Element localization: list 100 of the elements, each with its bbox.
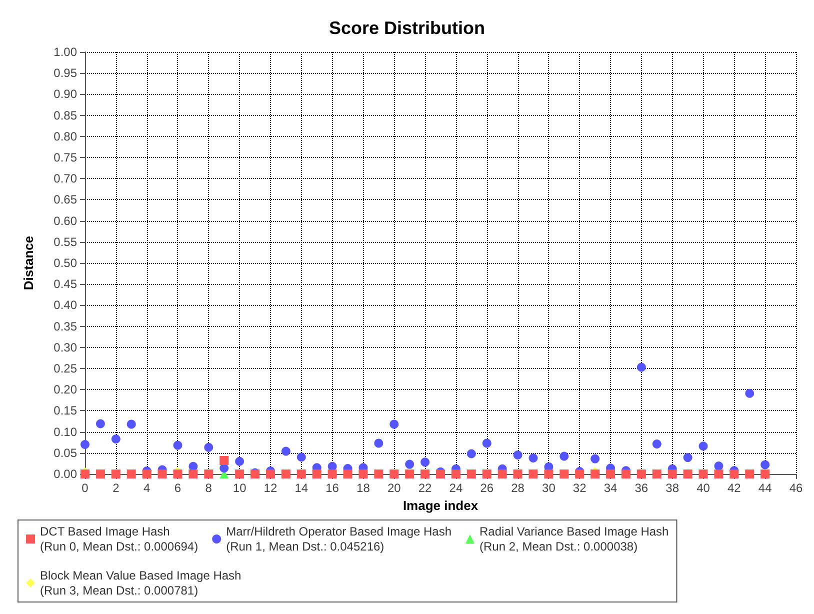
point <box>126 470 136 478</box>
x-tick-label: 10 <box>232 481 247 495</box>
x-tick-label: 24 <box>449 481 463 495</box>
point <box>111 434 120 444</box>
y-tick-label: 0.85 <box>54 108 78 122</box>
x-tick-label: 42 <box>727 481 742 495</box>
point <box>590 470 600 478</box>
point <box>390 420 399 429</box>
x-tick-label: 32 <box>572 481 587 495</box>
point <box>188 470 198 478</box>
x-tick-label: 38 <box>666 481 680 495</box>
x-tick-label: 40 <box>696 481 710 495</box>
y-tick-label: 0.45 <box>54 277 78 292</box>
x-tick-label: 20 <box>387 481 402 495</box>
x-axis-title: Image index <box>402 498 479 513</box>
point <box>420 470 430 478</box>
x-tick-label: 28 <box>511 481 525 495</box>
legend-label: DCT Based Image Hash (Run 0, Mean Dst.: 0.000694) <box>40 524 198 554</box>
y-tick-label: 0.95 <box>54 66 78 80</box>
x-tick-label: 34 <box>604 481 618 495</box>
point <box>560 470 569 478</box>
point <box>390 470 399 478</box>
x-tick-label: 22 <box>418 481 432 495</box>
point <box>111 470 120 478</box>
x-tick-label: 36 <box>634 481 648 495</box>
point <box>296 470 306 478</box>
point <box>606 470 616 478</box>
y-tick-label: 0.55 <box>54 234 78 249</box>
point <box>173 440 182 450</box>
point <box>760 460 770 470</box>
point <box>636 470 646 478</box>
point <box>220 456 229 465</box>
point <box>636 362 646 372</box>
point <box>281 446 290 456</box>
point <box>296 452 306 462</box>
point <box>358 470 368 478</box>
x-tick-label: 6 <box>174 481 182 495</box>
point <box>528 470 538 478</box>
point <box>80 440 90 449</box>
point <box>466 470 476 478</box>
point <box>420 458 430 467</box>
point <box>374 438 384 448</box>
point <box>714 470 724 478</box>
y-tick-label: 0.20 <box>54 382 78 397</box>
point <box>312 470 322 478</box>
point <box>498 470 507 478</box>
y-tick-label: 0.75 <box>54 150 78 164</box>
point <box>451 470 460 478</box>
y-tick-label: 0.30 <box>54 340 78 354</box>
point <box>528 453 538 462</box>
point <box>204 470 214 478</box>
point <box>590 454 600 464</box>
point <box>281 470 290 478</box>
point <box>96 470 105 478</box>
y-tick-label: 0.10 <box>54 424 78 439</box>
point <box>343 470 352 478</box>
x-tick-label: 12 <box>264 481 278 495</box>
y-tick-label: 0.90 <box>54 87 78 102</box>
point <box>235 470 244 478</box>
point <box>621 470 630 478</box>
legend-label: Block Mean Value Based Image Hash (Run 3, Mean Dst.: 0.000781) <box>40 568 242 598</box>
point <box>544 470 554 478</box>
point <box>482 438 492 448</box>
y-tick-label: 0.25 <box>54 362 78 376</box>
legend-label: Radial Variance Based Image Hash (Run 2, Mean Dst.: 0.000038) <box>480 524 669 554</box>
point <box>714 461 724 470</box>
x-tick-label: 8 <box>205 481 212 495</box>
point <box>235 456 244 466</box>
x-tick-label: 26 <box>480 481 494 495</box>
y-tick-label: 0.40 <box>54 298 78 312</box>
point <box>560 452 569 461</box>
x-tick-label: 14 <box>294 481 308 495</box>
x-tick-label: 0 <box>82 481 89 495</box>
point <box>745 470 754 478</box>
point <box>405 470 414 478</box>
y-tick-label: 0.70 <box>54 172 78 186</box>
x-tick-label: 4 <box>143 481 150 495</box>
point <box>466 449 476 458</box>
y-axis-title: Distance <box>21 236 36 290</box>
y-tick-label: 0.15 <box>54 404 78 418</box>
y-tick-label: 0.60 <box>54 214 78 228</box>
point <box>698 470 708 478</box>
x-tick-label: 46 <box>789 481 803 495</box>
x-tick-label: 30 <box>542 481 556 495</box>
point <box>158 470 167 478</box>
point <box>652 440 662 449</box>
y-tick-label: 0.80 <box>54 129 78 144</box>
point <box>652 470 662 478</box>
chart-title: Score Distribution <box>328 18 486 38</box>
y-tick-label: 0.00 <box>54 467 78 481</box>
point <box>142 470 152 478</box>
y-tick-label: 0.50 <box>54 256 78 270</box>
point <box>745 388 754 398</box>
point <box>173 470 182 478</box>
x-tick-label: 2 <box>112 481 120 495</box>
x-tick-label: 16 <box>326 481 340 495</box>
point <box>436 470 445 478</box>
legend-label: Marr/Hildreth Operator Based Image Hash (Run 1, Mean Dst.: 0.045216) <box>226 524 452 554</box>
y-tick-label: 0.05 <box>54 446 78 460</box>
point <box>126 420 136 429</box>
